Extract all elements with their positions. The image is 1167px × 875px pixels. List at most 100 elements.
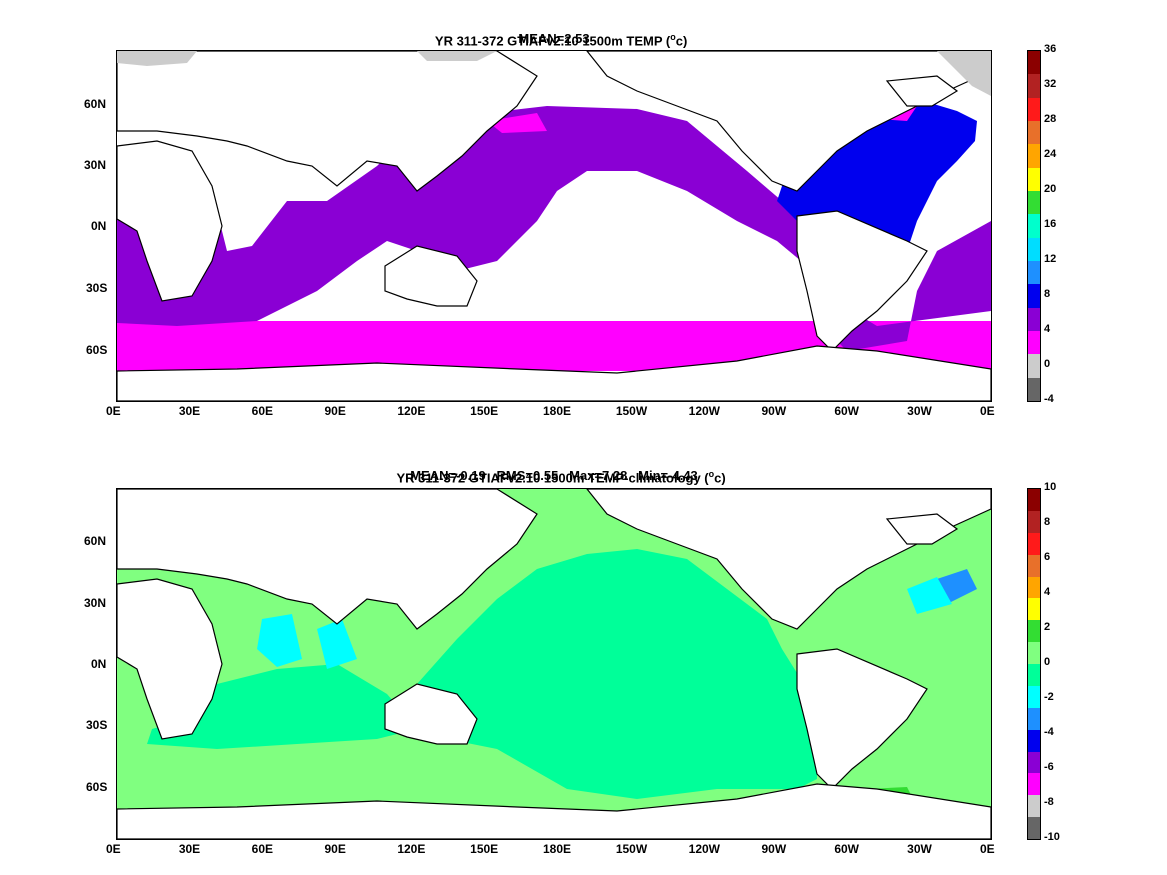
x-tick-label: 60E	[251, 404, 274, 418]
panel1-map	[116, 50, 992, 402]
panel1-ytick-30N: 30N	[84, 158, 107, 172]
x-tick-label: 120W	[688, 842, 721, 856]
panel2-ytick-60S: 60S	[86, 780, 108, 794]
x-tick-label: 30E	[178, 842, 201, 856]
colorbar-label: -2	[1044, 691, 1054, 703]
colorbar-segment	[1028, 532, 1040, 555]
colorbar-segment	[1028, 237, 1040, 261]
colorbar-label: 2	[1044, 621, 1051, 633]
pacific-negative-bias	[417, 549, 817, 799]
panel1-ytick-60N: 60N	[84, 97, 107, 111]
land-eurasia	[117, 489, 538, 630]
panel2-ytick-0N: 0N	[91, 657, 107, 671]
x-tick-label: 0E	[980, 404, 995, 418]
colorbar-segment	[1028, 214, 1040, 238]
land-greenland	[885, 75, 959, 107]
x-tick-label: 120W	[688, 404, 721, 418]
land-africa	[117, 140, 223, 302]
colorbar-label: 4	[1044, 323, 1051, 335]
colorbar-segment	[1028, 664, 1040, 686]
panel1-map-svg	[117, 51, 991, 401]
pacific-indian-region	[117, 106, 991, 351]
panel1-ytick-30S: 30S	[86, 281, 108, 295]
x-tick-label: 150E	[470, 404, 499, 418]
panel2-ytick-30S: 30S	[86, 718, 108, 732]
panel2-map	[116, 488, 992, 840]
colorbar-label: 6	[1044, 551, 1051, 563]
colorbar-segment	[1028, 817, 1040, 839]
land-australia	[384, 683, 478, 745]
colorbar-label: -10	[1044, 831, 1060, 843]
panel2-map-svg	[117, 489, 991, 839]
land-south-america	[796, 648, 928, 790]
x-tick-label: 90W	[761, 404, 787, 418]
colorbar-segment	[1028, 751, 1040, 774]
colorbar-label: 20	[1044, 183, 1057, 195]
x-tick-label: 120E	[397, 842, 426, 856]
x-tick-label: 150W	[615, 404, 648, 418]
panel1-title: YR 311-372 GTIAFv2.10 1500m TEMP (oc)	[434, 32, 688, 49]
panel2-ytick-60N: 60N	[84, 534, 107, 548]
land-antarctica	[117, 345, 991, 401]
x-tick-label: 30W	[907, 404, 932, 418]
x-tick-label: 150E	[470, 842, 499, 856]
colorbar-label: -8	[1044, 796, 1054, 808]
colorbar-segment	[1028, 144, 1040, 168]
colorbar-label: 0	[1044, 358, 1051, 370]
colorbar-label: 24	[1044, 148, 1057, 160]
panel2-ytick-30N: 30N	[84, 596, 107, 610]
north-pacific-magenta	[487, 113, 547, 133]
x-tick-label: 90E	[324, 842, 346, 856]
land-australia	[384, 245, 478, 307]
colorbar-label: 36	[1044, 43, 1057, 55]
colorbar-label: 10	[1044, 481, 1057, 493]
colorbar-segment	[1028, 377, 1040, 401]
north-atlantic-cyan	[907, 577, 952, 614]
land-south-america	[796, 210, 928, 352]
colorbar-label: 0	[1044, 656, 1051, 668]
colorbar-segment	[1028, 598, 1040, 621]
x-tick-label: 150W	[615, 842, 648, 856]
colorbar-label: 8	[1044, 516, 1051, 528]
x-tick-label: 0E	[106, 842, 121, 856]
x-tick-label: 30W	[907, 842, 932, 856]
x-tick-label: 180E	[543, 842, 572, 856]
colorbar-segment	[1028, 354, 1040, 378]
x-tick-label: 120E	[397, 404, 426, 418]
colorbar-segment	[1028, 707, 1040, 730]
land-greenland	[885, 513, 959, 545]
land-eurasia	[117, 51, 538, 192]
colorbar-segment	[1028, 729, 1040, 752]
x-tick-label: 90E	[324, 404, 346, 418]
colorbar-segment	[1028, 795, 1040, 818]
colorbar-segment	[1028, 307, 1040, 331]
colorbar-label: 12	[1044, 253, 1057, 265]
x-tick-label: 0E	[980, 842, 995, 856]
colorbar-label: 32	[1044, 78, 1057, 90]
colorbar-segment	[1028, 685, 1040, 708]
colorbar-label: 8	[1044, 288, 1051, 300]
colorbar-segment	[1028, 260, 1040, 285]
colorbar-segment	[1028, 190, 1040, 215]
colorbar-label: 28	[1044, 113, 1057, 125]
colorbar-segment	[1028, 576, 1040, 599]
panel1-colorbar	[1027, 50, 1041, 402]
colorbar-segment	[1028, 97, 1040, 121]
panel1-ytick-60S: 60S	[86, 343, 108, 357]
colorbar-segment	[1028, 330, 1040, 355]
colorbar-label: -4	[1044, 726, 1054, 738]
x-tick-label: 30E	[178, 404, 201, 418]
land-north-america	[586, 489, 991, 630]
colorbar-segment	[1028, 489, 1040, 511]
panel2-title: YR 311-372 GTIAFv2.10 1500m TEMP-climato…	[396, 469, 726, 486]
colorbar-segment	[1028, 74, 1040, 98]
colorbar-segment	[1028, 510, 1040, 533]
colorbar-label: -4	[1044, 393, 1054, 405]
x-tick-label: 180E	[543, 404, 572, 418]
colorbar-label: 4	[1044, 586, 1051, 598]
land-antarctica	[117, 783, 991, 839]
land-africa	[117, 578, 223, 740]
colorbar-segment	[1028, 554, 1040, 577]
colorbar-segment	[1028, 120, 1040, 145]
